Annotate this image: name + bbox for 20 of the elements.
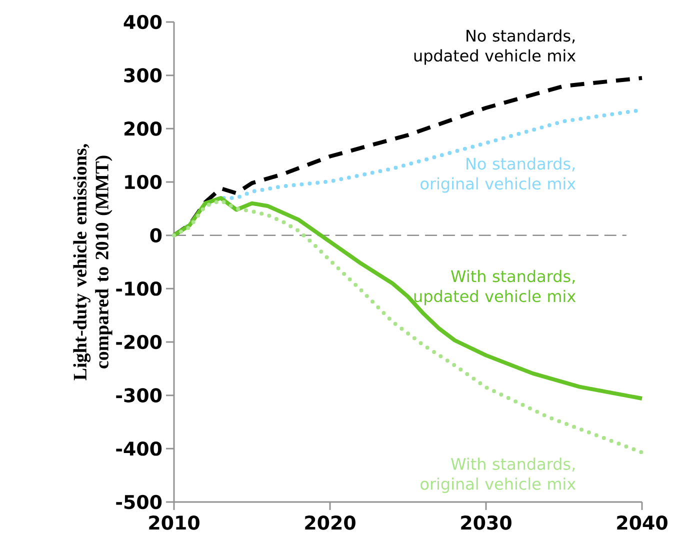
series-label: With standards, original vehicle mix xyxy=(420,458,576,493)
x-tick-label: 2020 xyxy=(305,516,356,530)
y-tick-label: -400 xyxy=(116,441,162,456)
y-tick-label: -100 xyxy=(116,282,162,296)
series-label: No standards, original vehicle mix xyxy=(420,157,576,193)
y-tick-label: -300 xyxy=(116,388,162,402)
y-tick-label: 300 xyxy=(124,68,162,82)
y-axis-title: Light-duty vehicle emissions, compared to 2010 (MMT) xyxy=(73,144,112,380)
y-tick-label: 0 xyxy=(150,228,162,242)
y-tick-label: -500 xyxy=(116,494,162,510)
y-tick-label: -200 xyxy=(116,334,162,350)
line-series xyxy=(172,196,644,401)
series-label: No standards, updated vehicle mix xyxy=(414,29,576,65)
y-tick-label: 200 xyxy=(124,122,162,136)
y-tick-label: 400 xyxy=(124,14,162,30)
y-tick-label: 100 xyxy=(125,174,162,190)
x-tick-label: 2010 xyxy=(149,516,200,530)
x-tick-label: 2030 xyxy=(461,516,512,530)
x-tick-label: 2040 xyxy=(617,516,668,530)
series-label: With standards, updated vehicle mix xyxy=(414,270,576,306)
